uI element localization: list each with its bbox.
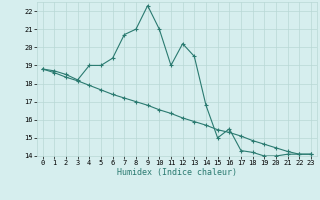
X-axis label: Humidex (Indice chaleur): Humidex (Indice chaleur) (117, 168, 237, 177)
